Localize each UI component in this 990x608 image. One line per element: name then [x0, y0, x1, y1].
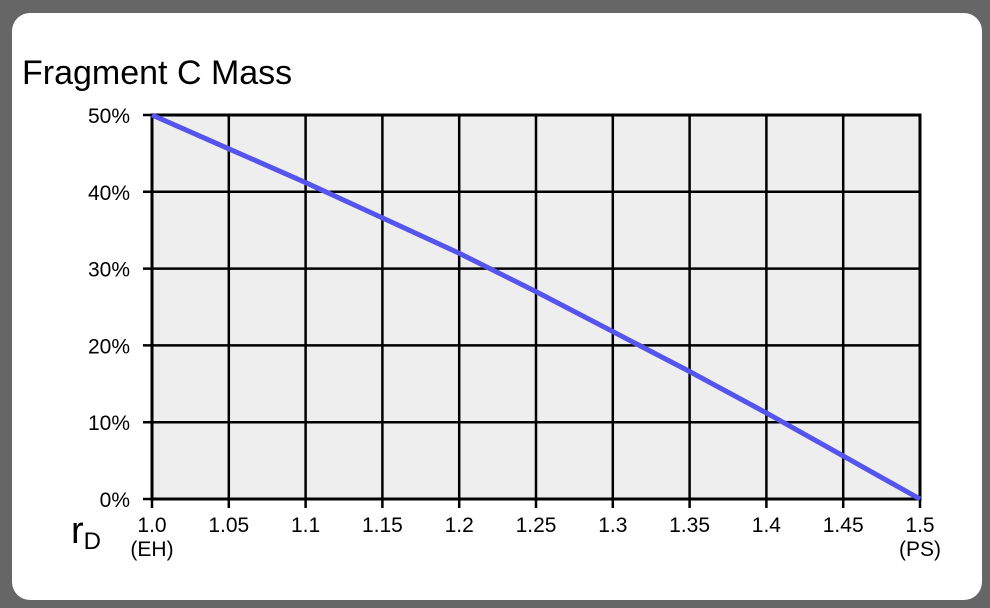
x-tick-label: 1.05 [208, 514, 249, 537]
x-axis-label: rD [71, 510, 101, 555]
y-tick-label: 20% [88, 335, 130, 358]
data-line [150, 112, 922, 502]
x-tick-sublabel: (EH) [130, 538, 173, 561]
plot-border [150, 113, 922, 501]
y-tick-label: 0% [100, 489, 130, 512]
y-tick-label: 10% [88, 412, 130, 435]
y-tick-label: 40% [88, 182, 130, 205]
x-tick-label: 1.1 [291, 514, 320, 537]
chart-title: Fragment C Mass [22, 54, 293, 92]
x-tick-label: 1.35 [669, 514, 710, 537]
y-tick-label: 50% [88, 105, 130, 128]
x-tick-sublabel: (PS) [899, 538, 941, 561]
x-tick-label: 1.25 [516, 514, 557, 537]
x-tick-label: 1.4 [752, 514, 782, 537]
x-tick-label: 1.5 [905, 514, 934, 537]
x-tick-label: 1.15 [362, 514, 403, 537]
x-tick-label: 1.0 [137, 514, 166, 537]
x-tick-label: 1.2 [445, 514, 474, 537]
x-tick-label: 1.45 [823, 514, 864, 537]
x-tick-label: 1.3 [598, 514, 627, 537]
y-tick-label: 30% [88, 259, 130, 282]
